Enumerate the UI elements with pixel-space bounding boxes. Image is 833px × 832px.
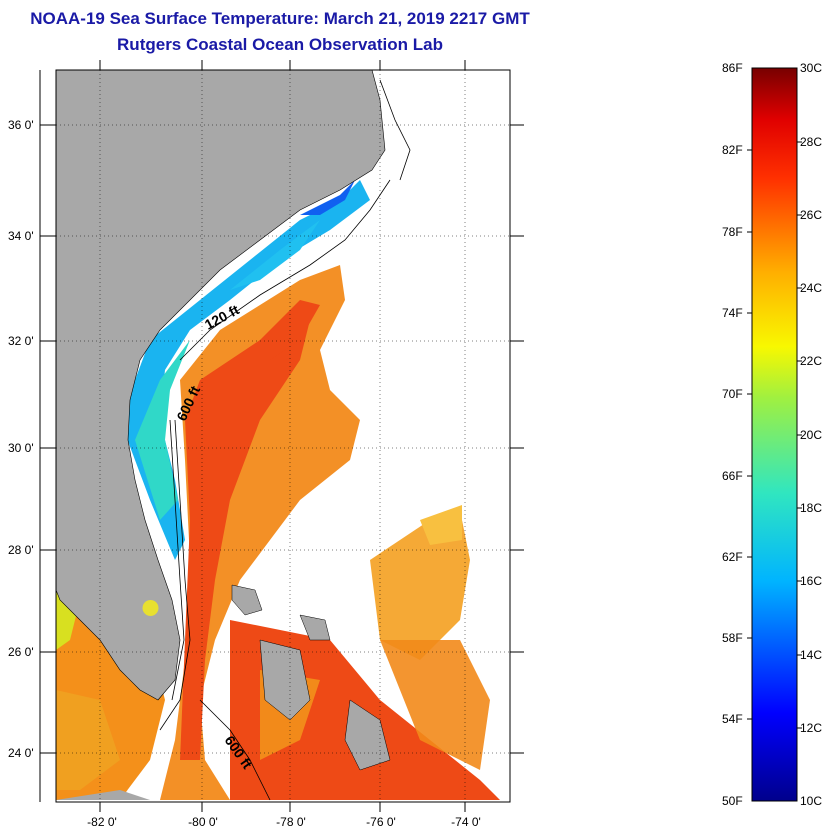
colorbar-label-24c: 24C <box>800 281 823 295</box>
colorbar-label-12c: 12C <box>800 721 823 735</box>
colorbar-label-26c: 26C <box>800 208 823 222</box>
colorbar-label-82f: 82F <box>722 143 743 157</box>
colorbar-label-22c: 22C <box>800 354 823 368</box>
colorbar-label-20c: 20C <box>800 428 823 442</box>
colorbar-label-50f: 50F <box>722 794 743 808</box>
colorbar-label-28c: 28C <box>800 135 823 149</box>
colorbar-label-10c: 10C <box>800 794 823 808</box>
lon-label-82: -82 0' <box>87 815 117 829</box>
colorbar <box>751 67 798 802</box>
map-panel: 120 ft 600 ft 600 ft <box>56 70 510 802</box>
colorbar-label-66f: 66F <box>722 469 743 483</box>
lat-label-24: 24 0' <box>8 746 34 760</box>
map-title: NOAA-19 Sea Surface Temperature: March 2… <box>30 9 530 28</box>
colorbar-label-78f: 78F <box>722 225 743 239</box>
colorbar-label-62f: 62F <box>722 550 743 564</box>
axis-ticks <box>39 60 524 812</box>
colorbar-label-70f: 70F <box>722 387 743 401</box>
land-mass <box>56 70 391 800</box>
lat-label-36: 36 0' <box>8 118 34 132</box>
lat-label-30: 30 0' <box>8 441 34 455</box>
lon-label-80: -80 0' <box>188 815 218 829</box>
lon-label-78: -78 0' <box>276 815 306 829</box>
colorbar-label-16c: 16C <box>800 574 823 588</box>
colorbar-label-30c: 30C <box>800 61 823 75</box>
isobath-contours <box>159 79 411 801</box>
map-frame <box>55 69 511 803</box>
colorbar-label-18c: 18C <box>800 501 823 515</box>
lat-label-32: 32 0' <box>8 334 34 348</box>
map-subtitle: Rutgers Coastal Ocean Observation Lab <box>117 35 443 54</box>
lat-label-34: 34 0' <box>8 229 34 243</box>
colorbar-label-58f: 58F <box>722 631 743 645</box>
lat-label-26: 26 0' <box>8 645 34 659</box>
colorbar-label-54f: 54F <box>722 712 743 726</box>
lon-label-76: -76 0' <box>366 815 396 829</box>
colorbar-label-86f: 86F <box>722 61 743 75</box>
colorbar-label-14c: 14C <box>800 648 823 662</box>
lat-label-28: 28 0' <box>8 543 34 557</box>
lon-label-74: -74 0' <box>451 815 481 829</box>
colorbar-label-74f: 74F <box>722 306 743 320</box>
colorbar-ticks <box>747 141 802 729</box>
